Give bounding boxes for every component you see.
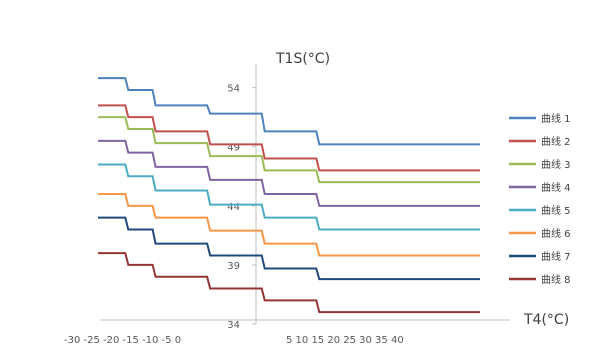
y-tick-label: 49 <box>227 143 240 154</box>
series-line-2 <box>98 104 480 172</box>
y-axis-title: T1S(°C) <box>275 51 330 67</box>
x-tick-labels-left: -30 -25 -20 -15 -10 -5 0 <box>64 335 181 346</box>
y-tick-label: 34 <box>227 320 240 331</box>
legend-label-3: 曲线 3 <box>541 158 571 171</box>
x-axis-title: T4(°C) <box>523 312 569 328</box>
y-tick-label: 54 <box>227 84 240 95</box>
series-line-4 <box>98 139 480 207</box>
series-line-3 <box>98 116 480 184</box>
legend-label-4: 曲线 4 <box>541 181 571 194</box>
series-line-7 <box>98 216 480 281</box>
legend-label-7: 曲线 7 <box>541 250 571 263</box>
series-line-6 <box>98 193 480 257</box>
series-line-5 <box>98 163 480 231</box>
x-tick-labels-right: 5 10 15 20 25 30 35 40 <box>286 335 404 346</box>
legend-label-2: 曲线 2 <box>541 135 571 148</box>
series-group <box>98 77 480 314</box>
y-tick-label: 44 <box>227 202 240 213</box>
legend-label-5: 曲线 5 <box>541 204 571 217</box>
legend-label-6: 曲线 6 <box>541 227 571 240</box>
y-tick-label: 39 <box>227 261 240 272</box>
legend-label-1: 曲线 1 <box>541 112 571 125</box>
series-line-1 <box>98 77 480 146</box>
legend: 曲线 1 曲线 2 曲线 3 曲线 4 曲线 5 曲线 6 曲线 7 曲线 8 <box>509 112 571 286</box>
y-tick-group: 34 39 44 49 54 <box>227 84 256 331</box>
legend-label-8: 曲线 8 <box>541 273 571 286</box>
series-line-8 <box>98 252 480 314</box>
